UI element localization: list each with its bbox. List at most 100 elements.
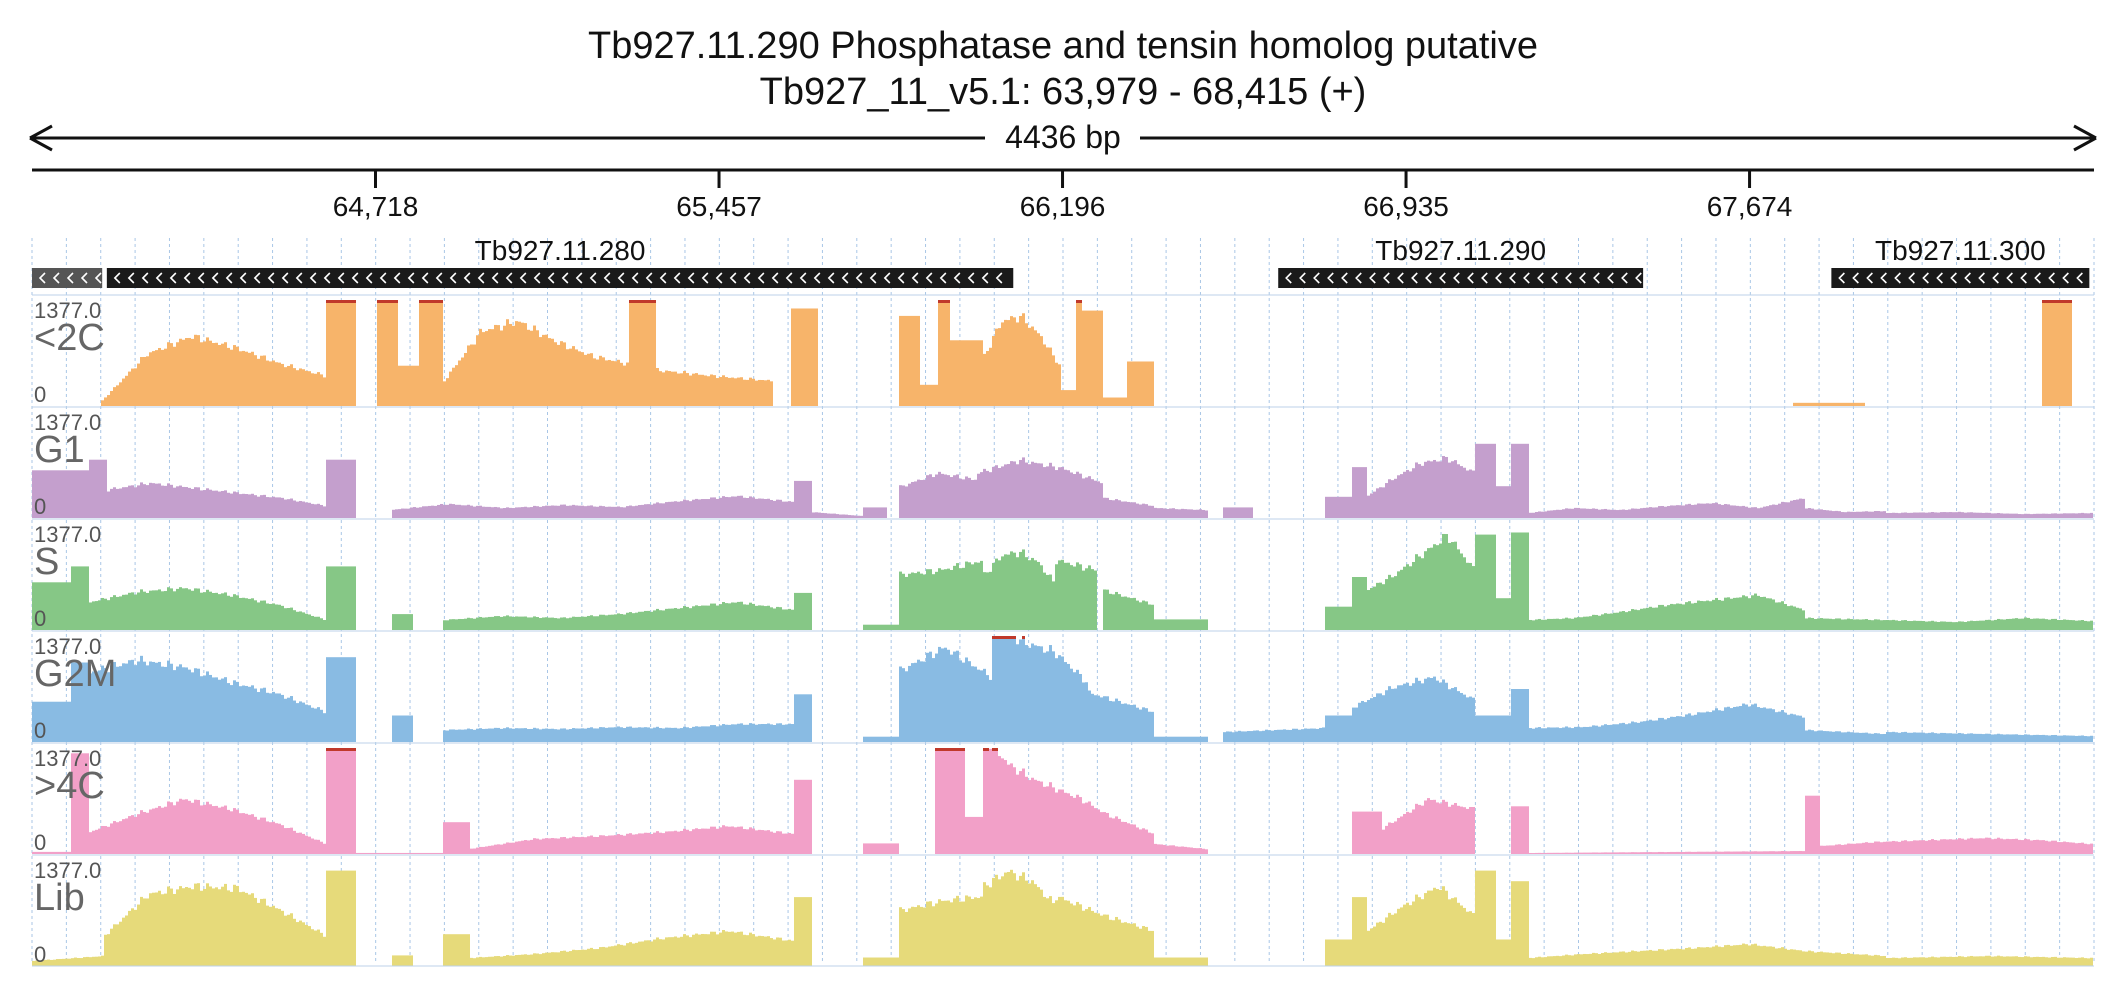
coverage-bar — [1139, 829, 1142, 854]
coverage-bar — [1331, 496, 1334, 518]
coverage-bar — [1313, 728, 1316, 742]
coverage-bar — [998, 879, 1001, 966]
coverage-bar — [1625, 952, 1628, 966]
coverage-bar — [314, 616, 317, 630]
coverage-bar — [1700, 600, 1703, 630]
coverage-bar — [1076, 901, 1079, 966]
coverage-bar — [980, 560, 983, 630]
coverage-bar — [476, 335, 479, 406]
coverage-bar — [1430, 890, 1433, 966]
coverage-bar — [65, 582, 68, 630]
coverage-bar — [1964, 621, 1967, 630]
coverage-bar — [35, 960, 38, 966]
coverage-bar — [200, 342, 203, 406]
coverage-bar — [398, 614, 401, 630]
coverage-bar — [62, 470, 65, 518]
coverage-bar — [419, 507, 422, 518]
coverage-bar — [1877, 619, 1880, 630]
coverage-bar — [878, 736, 881, 742]
coverage-bar — [881, 624, 884, 630]
coverage-bar — [149, 352, 152, 406]
coverage-bar — [629, 942, 632, 966]
coverage-bar — [374, 852, 377, 854]
coverage-bar — [101, 825, 104, 854]
coverage-bar — [1232, 732, 1235, 742]
coverage-bar — [1376, 811, 1379, 854]
coverage-bar — [236, 595, 239, 630]
coverage-bar — [1052, 787, 1055, 854]
coverage-bar — [335, 459, 338, 518]
coverage-bar — [455, 729, 458, 742]
coverage-bar — [587, 505, 590, 518]
coverage-bar — [761, 498, 764, 518]
clip-indicator — [2051, 300, 2054, 303]
coverage-bar — [1289, 729, 1292, 742]
coverage-bar — [614, 835, 617, 854]
coverage-bar — [1421, 465, 1424, 518]
coverage-bar — [656, 831, 659, 854]
coverage-bar — [1469, 469, 1472, 518]
coverage-bar — [302, 922, 305, 966]
coverage-bar — [1451, 542, 1454, 630]
coverage-bar — [320, 504, 323, 518]
coverage-bar — [1310, 728, 1313, 742]
coverage-bar — [1952, 622, 1955, 630]
coverage-bar — [1157, 736, 1160, 742]
coverage-bar — [518, 954, 521, 966]
coverage-bar — [131, 815, 134, 854]
coverage-bar — [1082, 310, 1085, 406]
coverage-bar — [491, 329, 494, 406]
coverage-tracks: 1377.00<2C1377.00G11377.00S1377.00G2M137… — [32, 294, 2094, 967]
coverage-bar — [1811, 617, 1814, 630]
coverage-bar — [71, 566, 74, 630]
coverage-bar — [1460, 905, 1463, 966]
coverage-bar — [2084, 620, 2087, 630]
coverage-bar — [647, 727, 650, 742]
coverage-bar — [218, 491, 221, 518]
coverage-bar — [1790, 949, 1793, 966]
clip-indicator — [431, 300, 434, 303]
coverage-bar — [1775, 948, 1778, 966]
coverage-bar — [1148, 930, 1151, 966]
coverage-bar — [74, 957, 77, 966]
gene-body — [106, 268, 1014, 288]
coverage-bar — [1628, 951, 1631, 966]
coverage-bar — [548, 338, 551, 406]
coverage-bar — [1649, 719, 1652, 742]
coverage-bar — [161, 666, 164, 742]
coverage-bar — [1565, 508, 1568, 518]
coverage-bar — [1985, 733, 1988, 742]
coverage-bar — [1142, 503, 1145, 518]
coverage-bar — [221, 678, 224, 742]
coverage-bar — [950, 654, 953, 742]
coverage-bar — [1592, 614, 1595, 630]
coverage-bar — [2009, 734, 2012, 742]
coverage-bar — [281, 825, 284, 854]
coverage-bar — [650, 941, 653, 966]
coverage-bar — [515, 728, 518, 742]
coverage-bar — [1154, 957, 1157, 966]
coverage-bar — [1712, 946, 1715, 966]
coverage-bar — [1556, 955, 1559, 966]
coverage-bar — [497, 727, 500, 742]
coverage-bar — [770, 499, 773, 518]
coverage-bar — [329, 566, 332, 630]
coverage-bar — [1598, 615, 1601, 630]
coverage-bar — [557, 729, 560, 742]
coverage-bar — [1751, 851, 1754, 854]
coverage-bar — [926, 901, 929, 966]
coverage-bar — [278, 362, 281, 406]
coverage-bar — [458, 360, 461, 406]
coverage-bar — [485, 728, 488, 742]
coverage-bar — [344, 300, 347, 406]
coverage-bar — [1601, 509, 1604, 518]
coverage-bar — [641, 611, 644, 630]
coverage-bar — [1619, 509, 1622, 518]
coverage-bar — [1634, 852, 1637, 854]
coverage-bar — [173, 670, 176, 742]
coverage-bar — [221, 886, 224, 966]
clip-indicator — [986, 748, 989, 751]
coverage-bar — [1775, 851, 1778, 854]
coverage-bar — [1787, 606, 1790, 630]
coverage-bar — [437, 852, 440, 854]
